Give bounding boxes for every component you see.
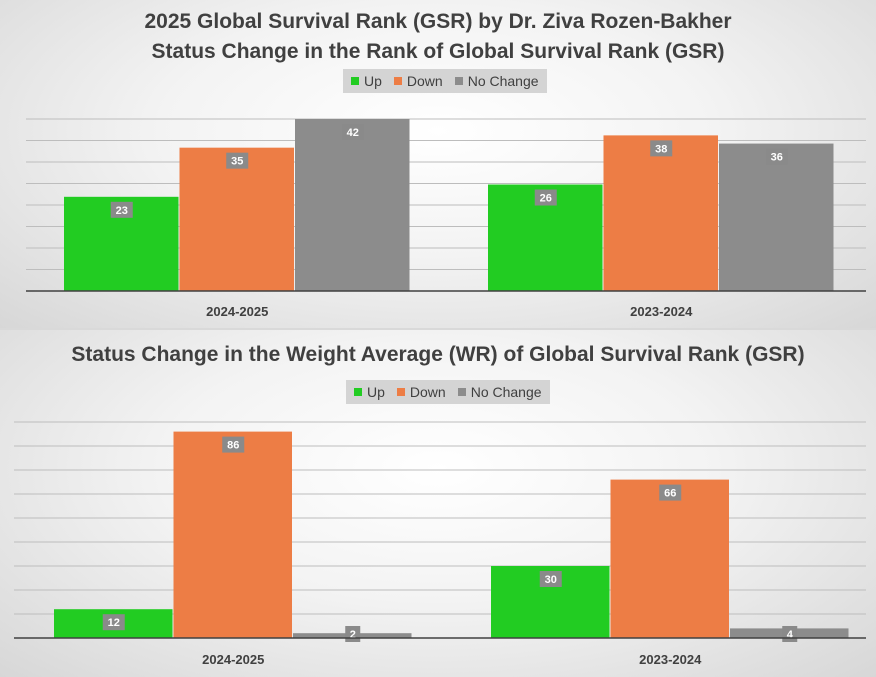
- legend-label-no-change: No Change: [467, 73, 539, 89]
- legend-label-down: Down: [409, 384, 446, 400]
- legend-swatch-no-change: [454, 77, 463, 85]
- bar-no-change-2023-2024: [719, 143, 834, 291]
- bar-down-2024-2025: [173, 431, 292, 638]
- data-label: 30: [545, 574, 557, 586]
- bar-down-2023-2024: [610, 479, 729, 638]
- category-label: 2023-2024: [630, 304, 693, 319]
- category-label: 2023-2024: [639, 652, 702, 667]
- data-label-box: [341, 124, 364, 140]
- bar-down-2024-2025: [179, 147, 294, 291]
- data-label: 35: [231, 156, 243, 168]
- legend-label-down: Down: [406, 73, 443, 89]
- chart-panel-rank: 2025 Global Survival Rank (GSR) by Dr. Z…: [0, 0, 876, 328]
- legend-item-down: Down: [396, 384, 446, 400]
- legend-swatch-no-change: [457, 388, 466, 396]
- bar-chart-weight: 12 86 2 2024-2025 30 66 4 2023-2024: [14, 421, 866, 667]
- category-label: 2024-2025: [206, 304, 268, 319]
- data-label-box: [765, 148, 788, 165]
- data-label-box: [659, 484, 682, 501]
- chart-subtitle: Status Change in the Rank of Global Surv…: [151, 40, 725, 63]
- data-label-box: [650, 140, 673, 157]
- legend-swatch-down: [396, 388, 405, 396]
- legend-swatch-up: [354, 388, 362, 396]
- legend-item-no-change: No Change: [454, 73, 539, 89]
- data-label: 66: [664, 488, 676, 500]
- chart-legend: Up Down No Change: [346, 380, 550, 404]
- legend-item-up: Up: [351, 73, 382, 89]
- data-label-box: [102, 614, 125, 631]
- legend-label-no-change: No Change: [470, 384, 542, 400]
- data-label-box: [534, 189, 557, 206]
- chart-panel-weight: Status Change in the Weight Average (WR)…: [0, 330, 876, 677]
- data-label: 38: [655, 143, 667, 155]
- data-label: 42: [347, 127, 359, 139]
- chart-title: Status Change in the Weight Average (WR)…: [71, 343, 805, 366]
- legend-item-no-change: No Change: [457, 384, 542, 400]
- data-label: 2: [350, 629, 356, 641]
- chart-legend: Up Down No Change: [343, 69, 547, 93]
- legend-swatch-up: [351, 77, 359, 85]
- category-label: 2024-2025: [202, 652, 264, 667]
- legend-item-up: Up: [354, 384, 385, 400]
- data-label-box: [222, 436, 245, 453]
- bar-chart-rank: 23 35 42 2024-2025 26 38 36 2023-2024: [26, 118, 866, 319]
- data-label: 12: [108, 617, 120, 629]
- data-label: 4: [787, 629, 794, 641]
- data-label: 26: [540, 193, 552, 205]
- data-label-box: [110, 201, 133, 218]
- data-label: 86: [227, 440, 239, 452]
- bar-no-change-2024-2025: [295, 119, 410, 291]
- data-label: 23: [116, 205, 128, 217]
- chart-title: 2025 Global Survival Rank (GSR) by Dr. Z…: [144, 10, 732, 33]
- data-label-box: [539, 571, 562, 587]
- data-label-box: [226, 152, 249, 169]
- data-label: 36: [771, 152, 783, 164]
- legend-label-up: Up: [364, 73, 382, 89]
- bar-down-2023-2024: [603, 135, 718, 291]
- legend-label-up: Up: [367, 384, 385, 400]
- legend-item-down: Down: [393, 73, 443, 89]
- legend-swatch-down: [393, 77, 402, 85]
